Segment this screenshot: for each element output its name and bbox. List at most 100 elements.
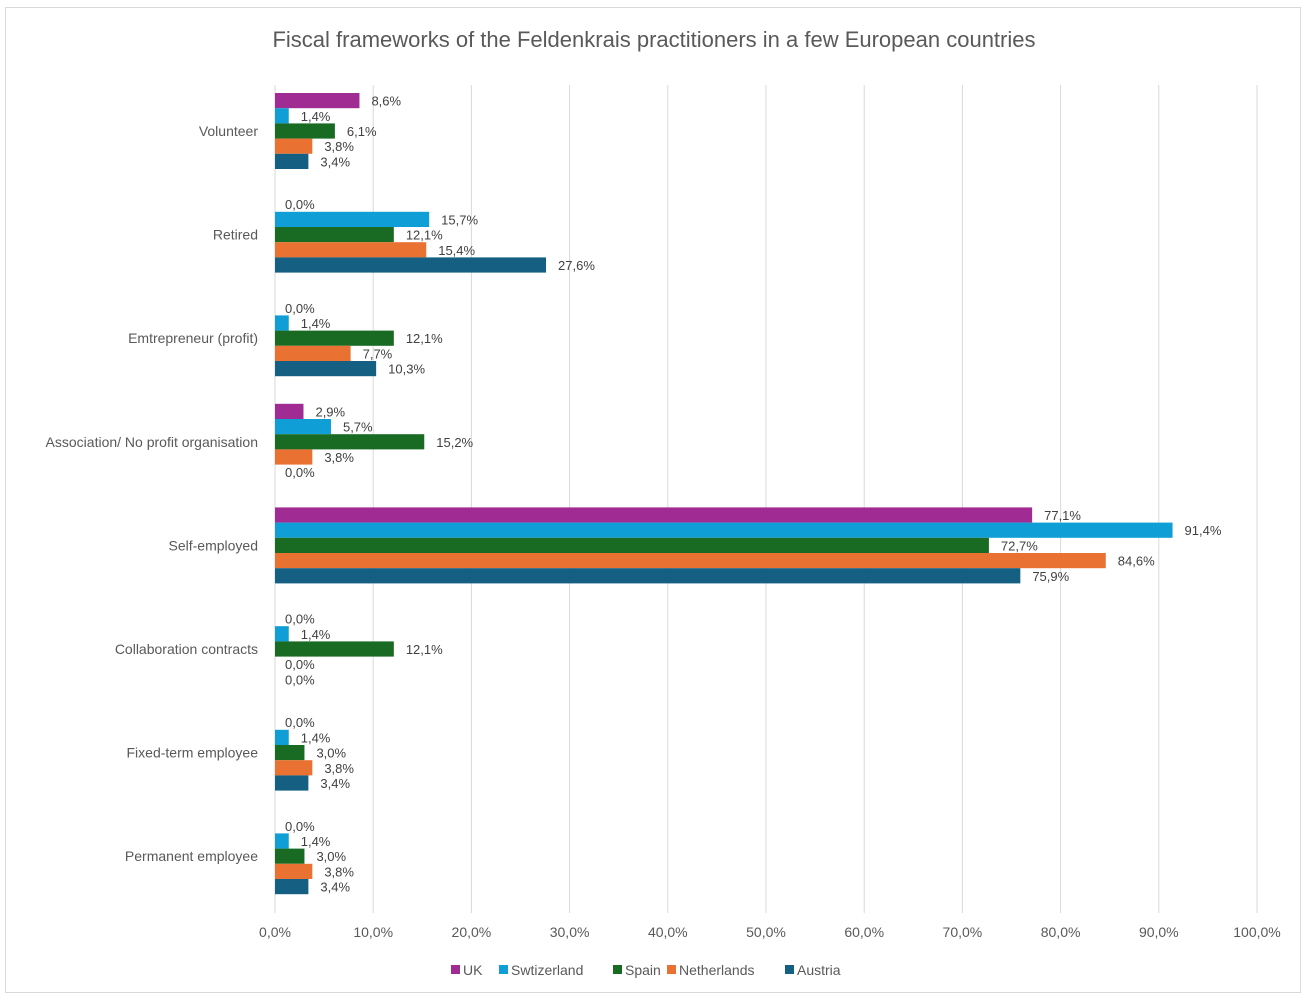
- data-label: 1,4%: [301, 627, 331, 642]
- bar: [275, 153, 309, 169]
- data-label: 27,6%: [558, 258, 595, 273]
- data-label: 75,9%: [1032, 569, 1069, 584]
- data-label: 12,1%: [406, 228, 443, 243]
- bar: [275, 211, 430, 227]
- data-label: 7,7%: [363, 346, 393, 361]
- x-tick-label: 40,0%: [648, 924, 688, 940]
- bar: [275, 123, 335, 139]
- bar: [275, 434, 425, 450]
- category-label: Volunteer: [199, 123, 258, 139]
- data-label: 3,4%: [320, 880, 350, 895]
- data-label: 12,1%: [406, 642, 443, 657]
- bar: [275, 879, 309, 895]
- legend-label: UK: [463, 962, 483, 978]
- category-labels: Volunteer Retired Emtrepreneur (profit) Ass…: [46, 123, 259, 864]
- bar: [275, 361, 377, 377]
- bar: [275, 537, 989, 553]
- bars: [275, 93, 1173, 895]
- legend-swatch: [785, 965, 794, 974]
- data-label: 3,4%: [320, 154, 350, 169]
- bar: [275, 138, 313, 154]
- bar: [275, 108, 289, 124]
- data-label: 10,3%: [388, 362, 425, 377]
- x-axis-ticks: 0,0% 10,0% 20,0% 30,0% 40,0% 50,0% 60,0% 70,0% 8…: [259, 924, 1281, 940]
- bar: [275, 93, 360, 109]
- legend-label: Netherlands: [679, 962, 755, 978]
- category-label: Retired: [213, 227, 258, 243]
- bar: [275, 833, 289, 849]
- legend-label: Swtizerland: [511, 962, 583, 978]
- legend: UK Swtizerland Spain Netherlands Austria: [451, 962, 841, 978]
- data-label: 0,0%: [285, 657, 315, 672]
- bar: [275, 330, 394, 346]
- data-label: 0,0%: [285, 197, 315, 212]
- data-label: 0,0%: [285, 465, 315, 480]
- data-label: 1,4%: [301, 109, 331, 124]
- category-label: Self-employed: [169, 537, 259, 553]
- bar: [275, 553, 1106, 569]
- data-label: 2,9%: [315, 404, 345, 419]
- bar: [275, 568, 1021, 584]
- data-label: 91,4%: [1185, 523, 1222, 538]
- data-labels: 8,6%1,4%6,1%3,8%3,4%0,0%15,7%12,1%15,4%2…: [285, 94, 1222, 895]
- legend-swatch: [613, 965, 622, 974]
- x-tick-label: 50,0%: [746, 924, 786, 940]
- data-label: 3,8%: [324, 761, 354, 776]
- x-tick-label: 80,0%: [1041, 924, 1081, 940]
- data-label: 3,0%: [316, 849, 346, 864]
- data-label: 1,4%: [301, 834, 331, 849]
- chart-title: Fiscal frameworks of the Feldenkrais pra…: [272, 27, 1035, 52]
- data-label: 84,6%: [1118, 554, 1155, 569]
- data-label: 0,0%: [285, 301, 315, 316]
- bar: [275, 419, 331, 435]
- data-label: 1,4%: [301, 730, 331, 745]
- category-label: Collaboration contracts: [115, 641, 258, 657]
- gridlines: [274, 85, 1258, 913]
- data-label: 77,1%: [1044, 508, 1081, 523]
- x-tick-label: 10,0%: [353, 924, 393, 940]
- bar: [275, 760, 313, 776]
- legend-swatch: [499, 965, 508, 974]
- bar: [275, 522, 1173, 538]
- data-label: 0,0%: [285, 672, 315, 687]
- legend-swatch: [451, 965, 460, 974]
- bar: [275, 345, 351, 361]
- data-label: 15,7%: [441, 212, 478, 227]
- category-label: Association/ No profit organisation: [46, 434, 258, 450]
- bar: [275, 626, 289, 642]
- data-label: 3,4%: [320, 776, 350, 791]
- x-tick-label: 90,0%: [1139, 924, 1179, 940]
- bar: [275, 775, 309, 791]
- data-label: 72,7%: [1001, 538, 1038, 553]
- bar: [275, 227, 394, 243]
- data-label: 0,0%: [285, 612, 315, 627]
- category-label: Permanent employee: [125, 848, 258, 864]
- bar: [275, 863, 313, 879]
- data-label: 1,4%: [301, 316, 331, 331]
- bar: [275, 315, 289, 331]
- bar: [275, 729, 289, 745]
- data-label: 5,7%: [343, 420, 373, 435]
- bar: [275, 403, 304, 419]
- data-label: 15,2%: [436, 435, 473, 450]
- data-label: 3,0%: [316, 746, 346, 761]
- data-label: 8,6%: [371, 94, 401, 109]
- x-tick-label: 20,0%: [452, 924, 492, 940]
- legend-label: Spain: [625, 962, 661, 978]
- x-tick-label: 60,0%: [844, 924, 884, 940]
- x-tick-label: 100,0%: [1233, 924, 1280, 940]
- x-tick-label: 0,0%: [259, 924, 291, 940]
- category-label: Fixed-term employee: [127, 745, 259, 761]
- data-label: 3,8%: [324, 139, 354, 154]
- data-label: 3,8%: [324, 450, 354, 465]
- bar: [275, 257, 547, 273]
- x-tick-label: 30,0%: [550, 924, 590, 940]
- bar: [275, 507, 1033, 523]
- legend-swatch: [667, 965, 676, 974]
- data-label: 15,4%: [438, 243, 475, 258]
- bar: [275, 242, 427, 258]
- category-label: Emtrepreneur (profit): [128, 330, 258, 346]
- x-tick-label: 70,0%: [943, 924, 983, 940]
- data-label: 0,0%: [285, 819, 315, 834]
